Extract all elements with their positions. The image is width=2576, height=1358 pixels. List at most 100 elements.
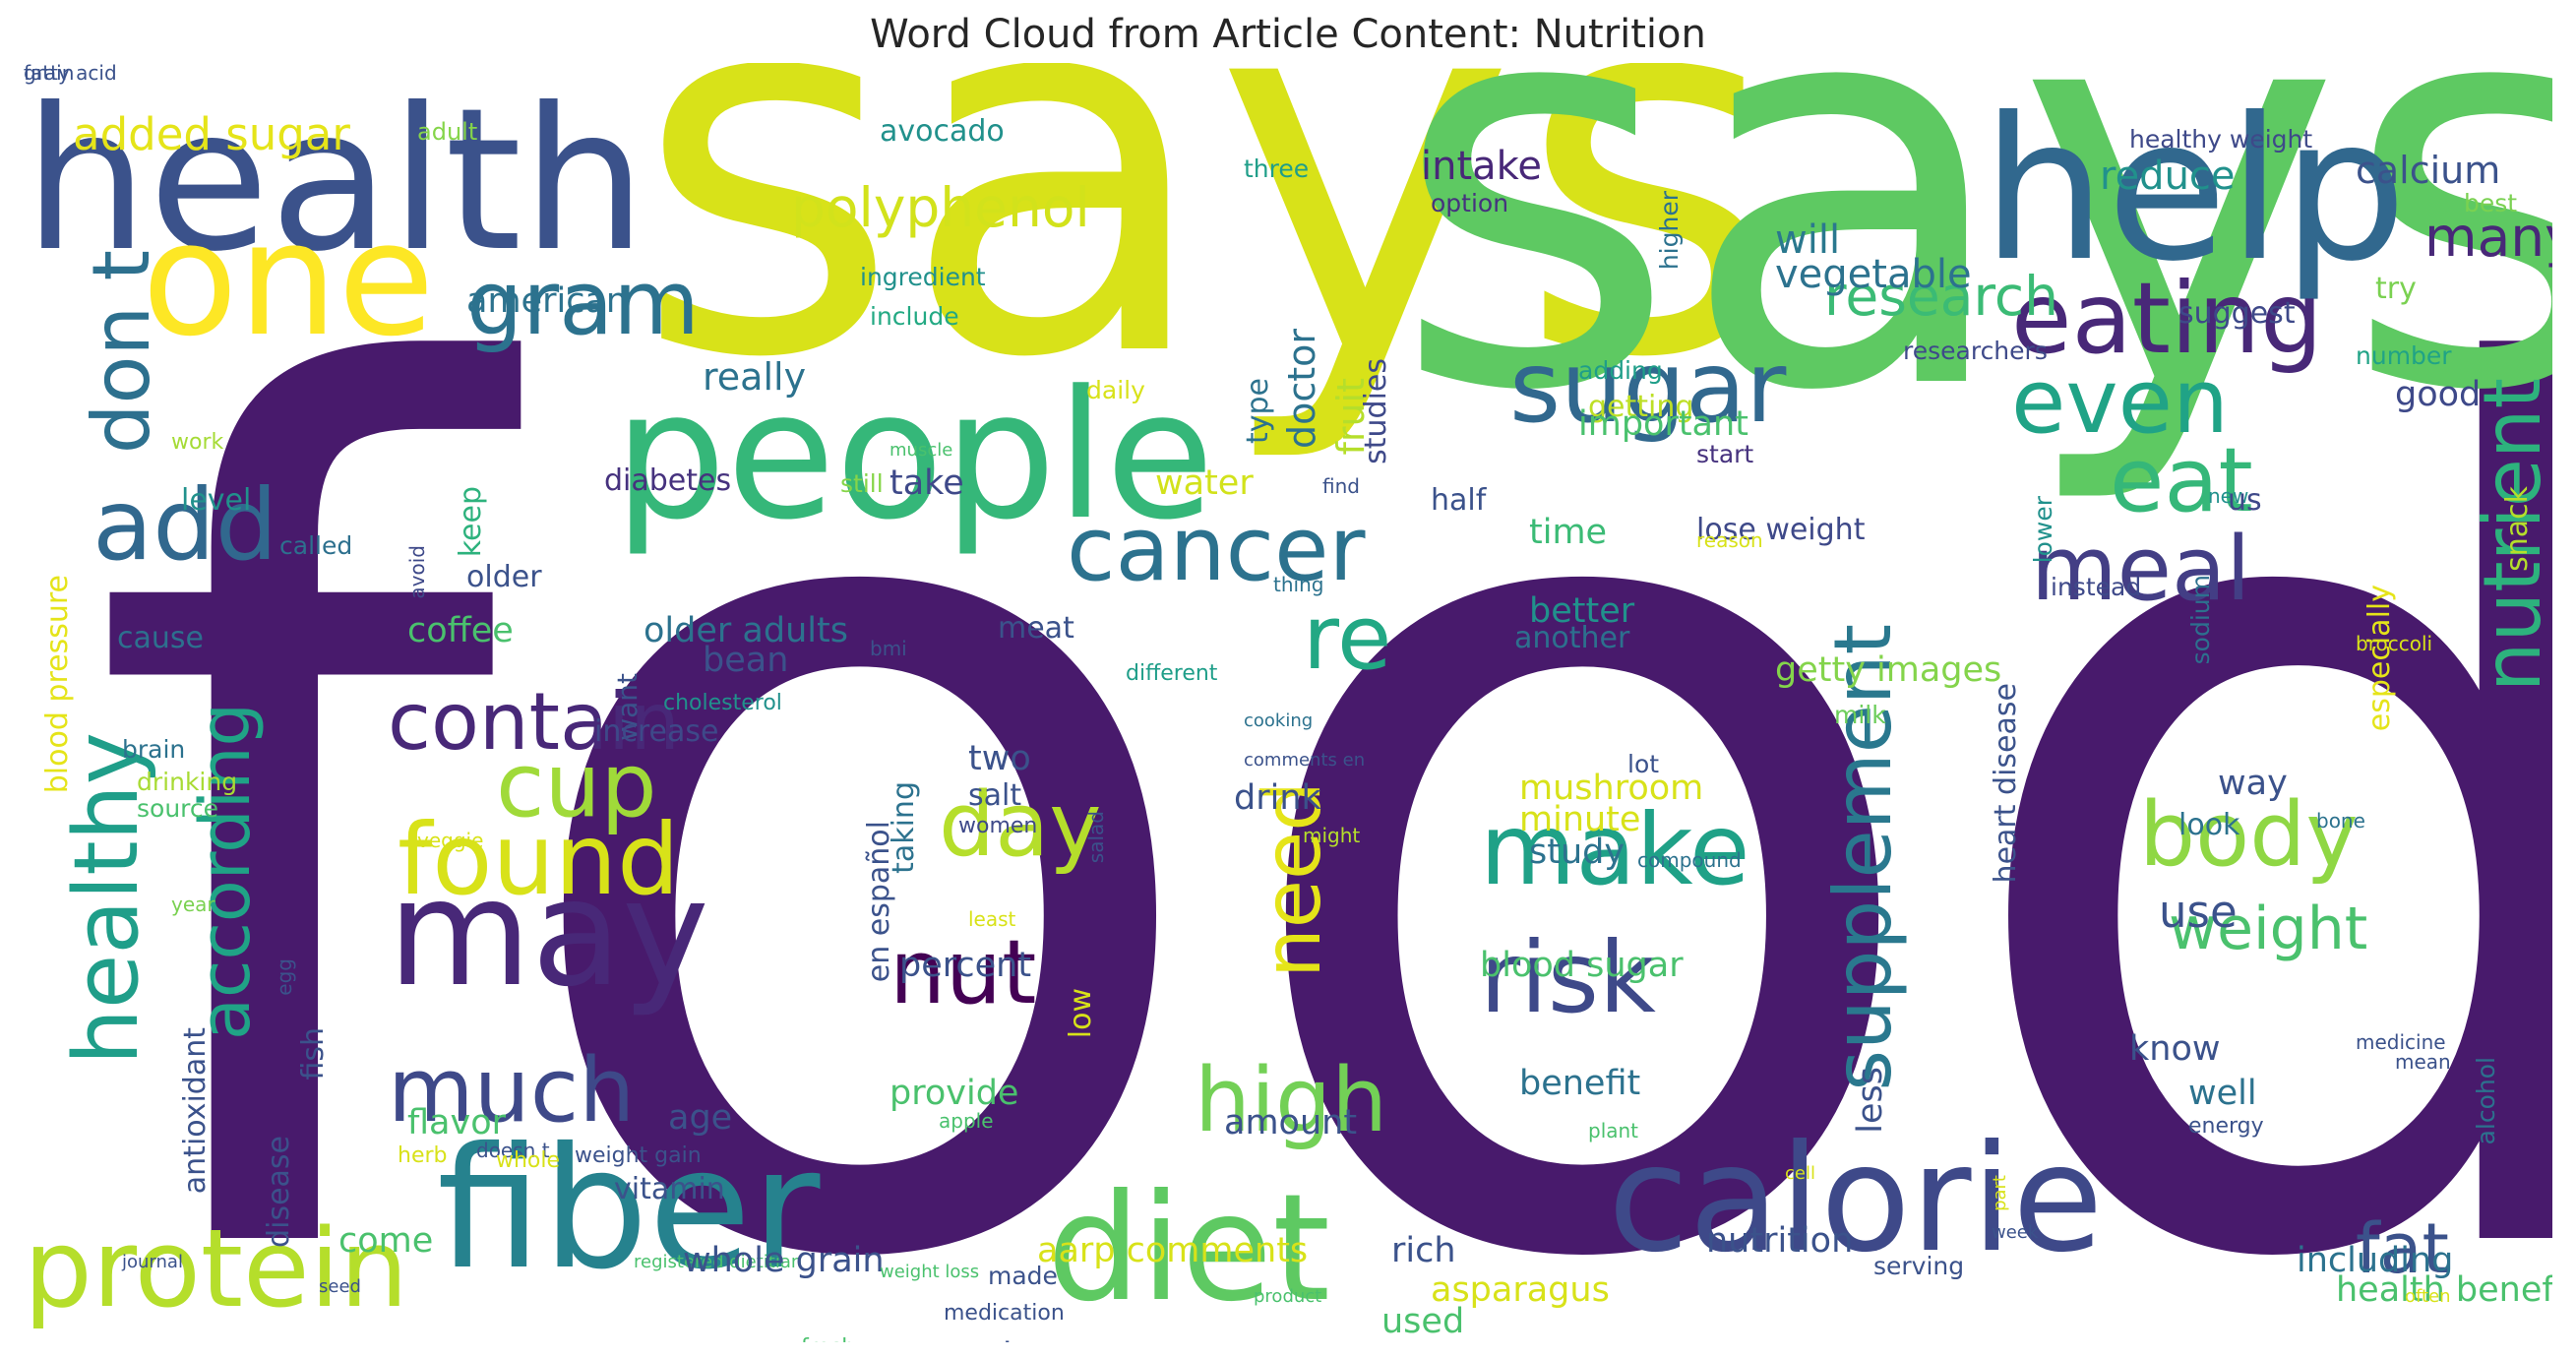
word-low: low [1064, 988, 1098, 1039]
word-antioxidant: antioxidant [178, 1027, 213, 1195]
word-better: better [1529, 591, 1635, 631]
word-cloud: food says says health help one people calorie fi… [24, 63, 2552, 1342]
word-use: use [2159, 886, 2238, 938]
word-really: really [703, 355, 807, 399]
word-age: age [668, 1098, 733, 1138]
word-cause: cause [117, 621, 204, 655]
word-sweet: sweet [914, 1337, 1016, 1343]
word-minute: minute [1519, 800, 1641, 839]
word-will: will [1775, 217, 1841, 263]
word-cancer: cancer [1067, 498, 1366, 601]
word-fiber: fiber [437, 1112, 821, 1307]
word-come: come [338, 1221, 434, 1261]
word-day: day [939, 773, 1102, 877]
word-still: still [840, 469, 884, 498]
word-lot: lot [1627, 750, 1660, 778]
word-nut: nut [889, 921, 1037, 1024]
word-older: older [466, 560, 542, 594]
word-coffee: coffee [407, 611, 514, 650]
word-egg: egg [273, 958, 296, 996]
word-meal: meal [2031, 518, 2251, 621]
word-avocado: avocado [880, 114, 1005, 149]
word-grain: grain [24, 63, 75, 85]
word-ingredient: ingredient [860, 263, 986, 291]
word-healthy-weight: healthy weight [2129, 125, 2313, 154]
word-getting: getting [1588, 390, 1694, 424]
word-make: make [1480, 792, 1750, 907]
word-cooking: cooking [1244, 710, 1314, 731]
word-thing: thing [1273, 573, 1324, 596]
word-part: part [1990, 1175, 2010, 1211]
word-food: food [83, 143, 2552, 1343]
word-fat: fat [2356, 1208, 2449, 1289]
word-option: option [1431, 189, 1509, 217]
word-brain: brain [122, 735, 186, 764]
word-daily: daily [1086, 376, 1145, 404]
word-even: even [2011, 350, 2230, 454]
word-comments-en: comments en [1244, 750, 1366, 771]
word-muscle: muscle [889, 440, 953, 461]
word-medicine: medicine [2356, 1030, 2446, 1054]
word-polyphenol: polyphenol [791, 176, 1090, 239]
word-diet: diet [1047, 1163, 1330, 1334]
word-well: well [2188, 1074, 2257, 1113]
word-lose-weight: lose weight [1696, 513, 1866, 547]
word-energy: energy [2188, 1114, 2264, 1139]
word-don-t: don t [76, 250, 167, 455]
word-flavor: flavor [407, 1103, 507, 1142]
word-sugar: sugar [1509, 330, 1787, 445]
word-two: two [968, 739, 1031, 778]
chart-title: Word Cloud from Article Content: Nutriti… [870, 12, 1706, 57]
word-whole: whole [496, 1148, 561, 1173]
word-us: us [2228, 483, 2262, 518]
word-level: level [181, 483, 252, 518]
word-vegetable: vegetable [1775, 252, 1972, 297]
word-cholesterol: cholesterol [663, 691, 782, 715]
word-mean: mean [2395, 1050, 2451, 1074]
word-blood-pressure: blood pressure [40, 575, 75, 794]
word-might: might [1303, 824, 1361, 847]
word-increase: increase [594, 714, 719, 749]
word-drink: drink [1234, 778, 1321, 818]
word-fish: fish [296, 1027, 331, 1080]
word-salad: salad [1084, 811, 1108, 864]
word-american: american [466, 281, 629, 321]
word-salt: salt [968, 778, 1022, 813]
word-body: body [2139, 783, 2359, 887]
word-nutrition: nutrition [1706, 1221, 1854, 1261]
word-often: often [2405, 1286, 2451, 1307]
word-vitamin: vitamin [614, 1172, 725, 1206]
word-diabetes: diabetes [604, 463, 732, 498]
word-plant: plant [1588, 1119, 1639, 1142]
word-snack: snack [2500, 486, 2535, 572]
word-many: many [2424, 206, 2552, 269]
word-asparagus: asparagus [1431, 1270, 1610, 1310]
word-apple: apple [939, 1109, 994, 1133]
word-research: research [1824, 265, 2058, 328]
word-weight-loss: weight loss [880, 1262, 980, 1282]
word-contain: contain [388, 676, 680, 768]
word-percent: percent [899, 946, 1032, 985]
word-risk: risk [1480, 920, 1656, 1035]
word-another: another [1514, 621, 1630, 655]
word-eating: eating [2011, 261, 2323, 376]
word-doesn-t: doesn t [476, 1139, 550, 1162]
word-says: says [634, 63, 1784, 469]
word-calcium: calcium [2356, 149, 2501, 192]
word-made: made [988, 1262, 1058, 1290]
word-look: look [2178, 808, 2240, 842]
word-rich: rich [1391, 1231, 1456, 1270]
word-mushroom: mushroom [1519, 769, 1704, 808]
word-lower: lower [2029, 496, 2057, 564]
word-according: according [185, 703, 266, 1040]
word-supplement: supplement [1817, 624, 1909, 1091]
word-weight-gain: weight gain [575, 1143, 702, 1168]
word-avoid: avoid [405, 545, 429, 599]
word-used: used [1381, 1302, 1465, 1341]
word-reduce: reduce [2100, 154, 2236, 199]
word-protein: protein [24, 1205, 409, 1331]
word-bmi: bmi [870, 637, 907, 660]
word-know: know [2129, 1029, 2221, 1069]
word-bone: bone [2316, 809, 2365, 833]
word-whole-grain: whole grain [683, 1241, 885, 1280]
